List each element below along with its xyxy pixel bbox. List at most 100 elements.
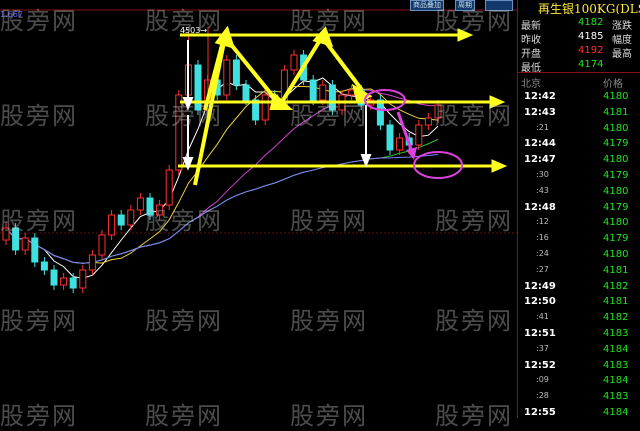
quote-right-label: 最高 bbox=[612, 49, 632, 60]
tick-time: 12:51 bbox=[524, 328, 556, 339]
candle bbox=[79, 265, 87, 293]
tick-row: 12:44 4179 bbox=[518, 138, 640, 153]
tick-row: :28 4183 bbox=[518, 391, 640, 406]
overlay-button[interactable]: 商品叠加 bbox=[410, 0, 444, 11]
tick-row: :30 4179 bbox=[518, 170, 640, 185]
candle-body bbox=[319, 84, 327, 101]
corner-value: 1.667 bbox=[0, 10, 23, 19]
tick-price: 4180 bbox=[603, 249, 629, 260]
tick-time: 12:50 bbox=[524, 296, 556, 308]
candle bbox=[98, 230, 106, 260]
candle bbox=[290, 50, 298, 75]
ma10-line bbox=[5, 86, 439, 264]
quote-value: 4185 bbox=[578, 31, 604, 42]
quote-value: 4192 bbox=[578, 45, 604, 56]
quote-label: 最低 bbox=[521, 63, 541, 74]
candle-body bbox=[60, 277, 68, 286]
tick-row: 12:43 4181 bbox=[518, 107, 640, 122]
tick-time: :41 bbox=[536, 312, 549, 322]
candle-body bbox=[328, 84, 336, 111]
tick-price: 4184 bbox=[603, 375, 629, 387]
candle bbox=[2, 223, 10, 245]
candle bbox=[232, 55, 240, 90]
tick-price: 4179 bbox=[603, 233, 629, 245]
tick-price: 4183 bbox=[603, 359, 629, 371]
time-column-header: 北京 bbox=[521, 79, 541, 90]
candle bbox=[424, 113, 432, 130]
candle-body bbox=[12, 227, 20, 251]
tick-time: :09 bbox=[536, 375, 549, 385]
quote-label: 开盘 bbox=[521, 49, 541, 60]
candle-body bbox=[117, 214, 125, 226]
tick-time: 12:55 bbox=[524, 407, 556, 418]
candle bbox=[50, 265, 58, 290]
tick-time: 12:49 bbox=[524, 280, 556, 292]
tick-time: :28 bbox=[536, 391, 549, 401]
tick-time: :24 bbox=[536, 249, 549, 258]
candle bbox=[12, 223, 20, 255]
tick-time: :30 bbox=[536, 170, 549, 179]
tick-price: 4181 bbox=[603, 296, 629, 308]
tick-row: :43 4180 bbox=[518, 186, 640, 201]
period-button[interactable]: 周期 bbox=[455, 0, 475, 11]
quote-row: 开盘 4192 最高 bbox=[518, 45, 640, 60]
tick-row: 12:51 4183 bbox=[518, 328, 640, 343]
quote-label: 最新 bbox=[521, 21, 541, 32]
candle bbox=[108, 210, 116, 240]
tick-time: :16 bbox=[536, 233, 549, 243]
quote-value: 4174 bbox=[578, 59, 604, 70]
candle-body bbox=[136, 197, 144, 211]
candle bbox=[146, 193, 154, 220]
instrument-title: 再生银100KG(DLS bbox=[538, 2, 640, 14]
candlestick-chart[interactable]: 4503→ bbox=[0, 0, 517, 418]
candle bbox=[376, 95, 384, 130]
tick-row: :16 4179 bbox=[518, 233, 640, 248]
tick-price: 4179 bbox=[603, 170, 629, 181]
candle bbox=[40, 257, 48, 275]
tick-row: 12:42 4180 bbox=[518, 91, 640, 106]
tick-row: 12:55 4184 bbox=[518, 407, 640, 422]
quote-value: 4182 bbox=[578, 17, 604, 28]
tick-price: 4179 bbox=[603, 201, 629, 213]
tick-time: :37 bbox=[536, 343, 549, 353]
tick-row: :27 4181 bbox=[518, 265, 640, 280]
quote-right-label: 涨跌 bbox=[612, 21, 632, 32]
candle-body bbox=[261, 94, 269, 121]
candle-body bbox=[386, 124, 394, 151]
tick-price: 4183 bbox=[603, 328, 629, 339]
quote-label: 昨收 bbox=[521, 35, 541, 46]
tick-price: 4182 bbox=[603, 312, 629, 324]
price-column-header: 价格 bbox=[603, 79, 623, 90]
candle-body bbox=[415, 124, 423, 146]
candle bbox=[434, 100, 442, 123]
tick-price: 4180 bbox=[603, 154, 629, 166]
candle-body bbox=[290, 54, 298, 71]
candle-body bbox=[98, 234, 106, 256]
candle bbox=[127, 205, 135, 230]
tick-row: 12:52 4183 bbox=[518, 360, 640, 375]
tick-price: 4180 bbox=[603, 91, 629, 102]
tick-time: :27 bbox=[536, 264, 549, 274]
tick-row: :09 4184 bbox=[518, 375, 640, 390]
candle-body bbox=[50, 269, 58, 286]
candle bbox=[175, 90, 183, 175]
candle-body bbox=[434, 104, 442, 119]
candle-body bbox=[40, 261, 48, 271]
tick-row: 12:50 4181 bbox=[518, 296, 640, 311]
quote-row: 昨收 4185 幅度 bbox=[518, 31, 640, 46]
tick-time: :12 bbox=[536, 217, 549, 227]
highlight-marks bbox=[364, 89, 463, 179]
candle-body bbox=[146, 197, 154, 216]
candle bbox=[386, 120, 394, 155]
tick-time: :21 bbox=[536, 122, 549, 132]
tick-price: 4179 bbox=[603, 138, 629, 150]
candle bbox=[309, 75, 317, 105]
tick-price: 4184 bbox=[603, 407, 629, 418]
moving-averages bbox=[5, 77, 439, 279]
tick-row: 12:47 4180 bbox=[518, 154, 640, 169]
ticks-header: 北京 价格 bbox=[518, 72, 640, 90]
candle-body bbox=[309, 79, 317, 101]
window-controls-button[interactable] bbox=[485, 0, 513, 11]
tick-row: :24 4180 bbox=[518, 249, 640, 264]
tick-price: 4182 bbox=[603, 280, 629, 292]
